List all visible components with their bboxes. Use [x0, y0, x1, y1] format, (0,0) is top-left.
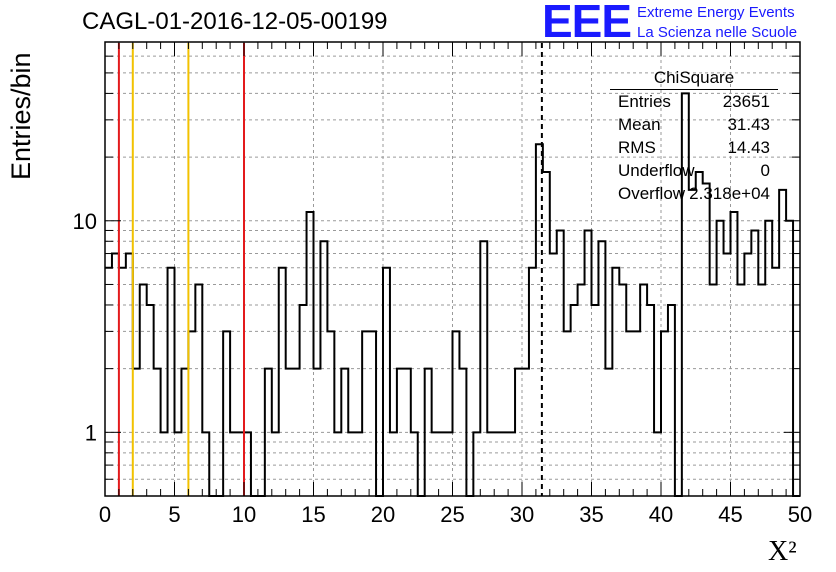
- x-tick-label: 5: [168, 502, 180, 527]
- stats-title: ChiSquare: [653, 68, 735, 87]
- stats-value: 0: [760, 161, 770, 180]
- stats-row-underflow: Underflow 0: [618, 161, 770, 183]
- stats-row-rms: RMS 14.43: [618, 138, 770, 160]
- x-tick-label: 20: [371, 502, 395, 527]
- stats-row-entries: Entries 23651: [618, 92, 770, 114]
- logo-mark: EEE: [542, 0, 632, 47]
- x-tick-label: 25: [440, 502, 464, 527]
- y-tick-label: 1: [85, 420, 97, 445]
- stats-row-mean: Mean 31.43: [618, 115, 770, 137]
- stats-row-overflow: Overflow 2.318e+04: [618, 184, 770, 206]
- x-tick-label: 15: [301, 502, 325, 527]
- x-tick-label: 35: [579, 502, 603, 527]
- stats-value: 23651: [722, 92, 770, 111]
- stats-value: 14.43: [727, 138, 770, 157]
- stats-value: 2.318e+04: [689, 184, 770, 203]
- stats-key: RMS: [618, 138, 656, 157]
- chart-title: CAGL-01-2016-12-05-00199: [82, 8, 388, 35]
- stats-key: Mean: [618, 115, 661, 134]
- logo-line-2: La Scienza nelle Scuole: [637, 24, 798, 41]
- logo-line-1: Extreme Energy Events: [637, 4, 795, 21]
- x-tick-label: 40: [649, 502, 673, 527]
- x-tick-label: 10: [232, 502, 256, 527]
- stats-key: Entries: [618, 92, 671, 111]
- x-tick-label: 50: [788, 502, 812, 527]
- x-tick-label: 30: [510, 502, 534, 527]
- x-axis-label: X²: [768, 536, 797, 567]
- stats-value: 31.43: [727, 115, 770, 134]
- y-tick-label: 10: [73, 209, 97, 234]
- x-tick-label: 45: [718, 502, 742, 527]
- stats-divider: [610, 89, 778, 90]
- x-tick-label: 0: [99, 502, 111, 527]
- stats-key: Underflow: [618, 161, 695, 180]
- stats-key: Overflow: [618, 184, 686, 203]
